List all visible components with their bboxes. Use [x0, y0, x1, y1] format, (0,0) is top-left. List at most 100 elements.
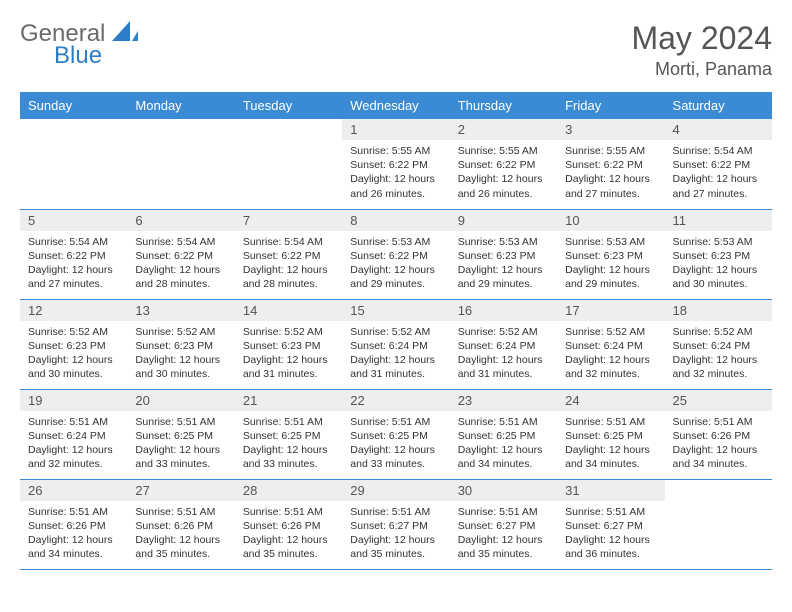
day-number: 16 — [450, 300, 557, 321]
day-number: 14 — [235, 300, 342, 321]
calendar-day-cell: 25Sunrise: 5:51 AMSunset: 6:26 PMDayligh… — [665, 389, 772, 479]
day-header: Thursday — [450, 92, 557, 119]
day-number: 17 — [557, 300, 664, 321]
calendar-day-cell: 9Sunrise: 5:53 AMSunset: 6:23 PMDaylight… — [450, 209, 557, 299]
day-details: Sunrise: 5:51 AMSunset: 6:26 PMDaylight:… — [665, 411, 772, 478]
calendar-day-cell: 11Sunrise: 5:53 AMSunset: 6:23 PMDayligh… — [665, 209, 772, 299]
day-details: Sunrise: 5:53 AMSunset: 6:22 PMDaylight:… — [342, 231, 449, 298]
calendar-week-row: 12Sunrise: 5:52 AMSunset: 6:23 PMDayligh… — [20, 299, 772, 389]
calendar-day-cell: 21Sunrise: 5:51 AMSunset: 6:25 PMDayligh… — [235, 389, 342, 479]
calendar-day-cell: 13Sunrise: 5:52 AMSunset: 6:23 PMDayligh… — [127, 299, 234, 389]
day-number: 5 — [20, 210, 127, 231]
day-details: Sunrise: 5:55 AMSunset: 6:22 PMDaylight:… — [450, 140, 557, 207]
header: General Blue May 2024 Morti, Panama — [20, 20, 772, 80]
calendar-day-cell: 29Sunrise: 5:51 AMSunset: 6:27 PMDayligh… — [342, 479, 449, 569]
day-header: Sunday — [20, 92, 127, 119]
day-number: 3 — [557, 119, 664, 140]
day-number: 24 — [557, 390, 664, 411]
day-number: 1 — [342, 119, 449, 140]
calendar-day-cell: 27Sunrise: 5:51 AMSunset: 6:26 PMDayligh… — [127, 479, 234, 569]
day-details: Sunrise: 5:51 AMSunset: 6:25 PMDaylight:… — [235, 411, 342, 478]
day-number: 11 — [665, 210, 772, 231]
calendar-week-row: 5Sunrise: 5:54 AMSunset: 6:22 PMDaylight… — [20, 209, 772, 299]
day-header: Monday — [127, 92, 234, 119]
day-details: Sunrise: 5:54 AMSunset: 6:22 PMDaylight:… — [665, 140, 772, 207]
day-header: Tuesday — [235, 92, 342, 119]
calendar-day-cell: 22Sunrise: 5:51 AMSunset: 6:25 PMDayligh… — [342, 389, 449, 479]
day-details: Sunrise: 5:51 AMSunset: 6:26 PMDaylight:… — [235, 501, 342, 568]
day-details: Sunrise: 5:52 AMSunset: 6:24 PMDaylight:… — [665, 321, 772, 388]
day-header-row: SundayMondayTuesdayWednesdayThursdayFrid… — [20, 92, 772, 119]
day-number: 30 — [450, 480, 557, 501]
day-number: 28 — [235, 480, 342, 501]
logo-word-blue: Blue — [54, 42, 138, 70]
calendar-day-cell: 26Sunrise: 5:51 AMSunset: 6:26 PMDayligh… — [20, 479, 127, 569]
day-details: Sunrise: 5:52 AMSunset: 6:23 PMDaylight:… — [127, 321, 234, 388]
day-number: 29 — [342, 480, 449, 501]
month-title: May 2024 — [631, 20, 772, 57]
day-number: 23 — [450, 390, 557, 411]
day-details: Sunrise: 5:51 AMSunset: 6:25 PMDaylight:… — [342, 411, 449, 478]
calendar-day-cell: 10Sunrise: 5:53 AMSunset: 6:23 PMDayligh… — [557, 209, 664, 299]
calendar-empty-cell — [20, 119, 127, 209]
day-number: 15 — [342, 300, 449, 321]
calendar-day-cell: 23Sunrise: 5:51 AMSunset: 6:25 PMDayligh… — [450, 389, 557, 479]
calendar-day-cell: 5Sunrise: 5:54 AMSunset: 6:22 PMDaylight… — [20, 209, 127, 299]
day-header: Friday — [557, 92, 664, 119]
day-details: Sunrise: 5:51 AMSunset: 6:24 PMDaylight:… — [20, 411, 127, 478]
day-details: Sunrise: 5:54 AMSunset: 6:22 PMDaylight:… — [127, 231, 234, 298]
day-details: Sunrise: 5:52 AMSunset: 6:23 PMDaylight:… — [20, 321, 127, 388]
calendar-day-cell: 16Sunrise: 5:52 AMSunset: 6:24 PMDayligh… — [450, 299, 557, 389]
calendar-day-cell: 28Sunrise: 5:51 AMSunset: 6:26 PMDayligh… — [235, 479, 342, 569]
calendar-empty-cell — [665, 479, 772, 569]
logo-sail-icon — [112, 21, 138, 41]
day-number: 27 — [127, 480, 234, 501]
day-header: Saturday — [665, 92, 772, 119]
calendar-week-row: 19Sunrise: 5:51 AMSunset: 6:24 PMDayligh… — [20, 389, 772, 479]
day-details: Sunrise: 5:51 AMSunset: 6:27 PMDaylight:… — [557, 501, 664, 568]
day-number: 21 — [235, 390, 342, 411]
day-details: Sunrise: 5:53 AMSunset: 6:23 PMDaylight:… — [665, 231, 772, 298]
calendar-table: SundayMondayTuesdayWednesdayThursdayFrid… — [20, 92, 772, 570]
day-number: 4 — [665, 119, 772, 140]
calendar-day-cell: 31Sunrise: 5:51 AMSunset: 6:27 PMDayligh… — [557, 479, 664, 569]
day-number: 18 — [665, 300, 772, 321]
day-number: 9 — [450, 210, 557, 231]
day-details: Sunrise: 5:51 AMSunset: 6:27 PMDaylight:… — [450, 501, 557, 568]
calendar-body: 1Sunrise: 5:55 AMSunset: 6:22 PMDaylight… — [20, 119, 772, 569]
calendar-empty-cell — [127, 119, 234, 209]
day-number: 12 — [20, 300, 127, 321]
day-number: 22 — [342, 390, 449, 411]
day-details: Sunrise: 5:53 AMSunset: 6:23 PMDaylight:… — [557, 231, 664, 298]
calendar-day-cell: 20Sunrise: 5:51 AMSunset: 6:25 PMDayligh… — [127, 389, 234, 479]
day-details: Sunrise: 5:52 AMSunset: 6:23 PMDaylight:… — [235, 321, 342, 388]
calendar-day-cell: 19Sunrise: 5:51 AMSunset: 6:24 PMDayligh… — [20, 389, 127, 479]
day-number: 7 — [235, 210, 342, 231]
day-details: Sunrise: 5:53 AMSunset: 6:23 PMDaylight:… — [450, 231, 557, 298]
title-block: May 2024 Morti, Panama — [631, 20, 772, 80]
day-number: 2 — [450, 119, 557, 140]
day-header: Wednesday — [342, 92, 449, 119]
day-number: 6 — [127, 210, 234, 231]
calendar-day-cell: 14Sunrise: 5:52 AMSunset: 6:23 PMDayligh… — [235, 299, 342, 389]
calendar-day-cell: 1Sunrise: 5:55 AMSunset: 6:22 PMDaylight… — [342, 119, 449, 209]
day-details: Sunrise: 5:51 AMSunset: 6:25 PMDaylight:… — [557, 411, 664, 478]
day-details: Sunrise: 5:54 AMSunset: 6:22 PMDaylight:… — [20, 231, 127, 298]
day-details: Sunrise: 5:51 AMSunset: 6:25 PMDaylight:… — [127, 411, 234, 478]
day-number: 8 — [342, 210, 449, 231]
day-details: Sunrise: 5:55 AMSunset: 6:22 PMDaylight:… — [342, 140, 449, 207]
calendar-day-cell: 18Sunrise: 5:52 AMSunset: 6:24 PMDayligh… — [665, 299, 772, 389]
calendar-day-cell: 24Sunrise: 5:51 AMSunset: 6:25 PMDayligh… — [557, 389, 664, 479]
calendar-day-cell: 7Sunrise: 5:54 AMSunset: 6:22 PMDaylight… — [235, 209, 342, 299]
day-details: Sunrise: 5:55 AMSunset: 6:22 PMDaylight:… — [557, 140, 664, 207]
day-number: 25 — [665, 390, 772, 411]
calendar-day-cell: 2Sunrise: 5:55 AMSunset: 6:22 PMDaylight… — [450, 119, 557, 209]
location: Morti, Panama — [631, 59, 772, 80]
calendar-day-cell: 3Sunrise: 5:55 AMSunset: 6:22 PMDaylight… — [557, 119, 664, 209]
calendar-day-cell: 30Sunrise: 5:51 AMSunset: 6:27 PMDayligh… — [450, 479, 557, 569]
day-details: Sunrise: 5:51 AMSunset: 6:26 PMDaylight:… — [20, 501, 127, 568]
day-details: Sunrise: 5:54 AMSunset: 6:22 PMDaylight:… — [235, 231, 342, 298]
day-number: 26 — [20, 480, 127, 501]
calendar-day-cell: 17Sunrise: 5:52 AMSunset: 6:24 PMDayligh… — [557, 299, 664, 389]
calendar-week-row: 1Sunrise: 5:55 AMSunset: 6:22 PMDaylight… — [20, 119, 772, 209]
